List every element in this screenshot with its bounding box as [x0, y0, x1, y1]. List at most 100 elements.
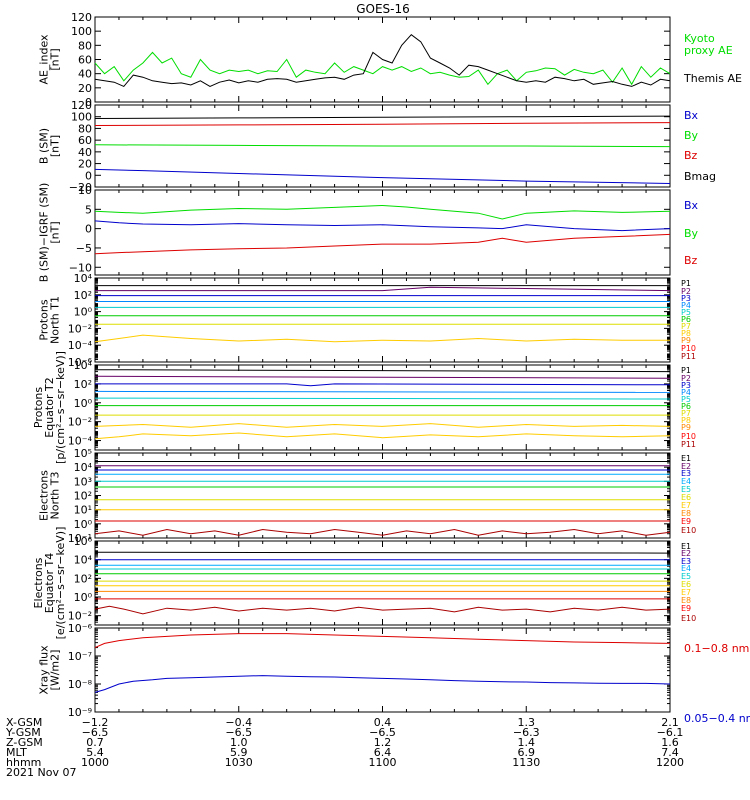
panel-7-legend-label: E8	[681, 596, 691, 605]
panel-3-legend-label: By	[684, 227, 699, 240]
panel-6-legend-label: E1	[681, 454, 691, 463]
panel-6-legend-label: E4	[681, 477, 691, 486]
panel-1-series-2	[94, 34, 671, 88]
panel-7-legend-label: E3	[681, 557, 691, 566]
panel-5-series-5	[94, 397, 671, 400]
panel-7-ylabel: Electrons	[32, 557, 45, 608]
panel-2-legend-label: By	[684, 129, 699, 142]
panel-2-series-2	[94, 122, 671, 126]
panel-5-ytick-label: 10⁻²	[68, 416, 92, 429]
panel-2-legend-label: Bmag	[684, 170, 716, 183]
panel-2-ylabel: B (SM)	[38, 128, 51, 164]
panel-2-ytick-label: −20	[69, 181, 92, 194]
xaxis-row-value: −6.3	[513, 726, 540, 739]
xaxis-row-label: hhmm	[6, 756, 41, 769]
panel-7-legend-label: E7	[681, 588, 691, 597]
xaxis-row-label: MLT	[6, 746, 27, 759]
panel-7-ytick-label: 10²	[74, 572, 92, 585]
panel-4-series-8	[94, 334, 670, 343]
panel-8-legend-label: 0.1−0.8 nm	[684, 642, 749, 655]
panel-6-legend-label: E9	[681, 517, 691, 526]
panel-8-frame	[94, 627, 671, 713]
panel-3-ylabel: [nT]	[49, 221, 62, 243]
xaxis-row-value: −1.2	[82, 716, 109, 729]
panel-5-legend-label: P5	[681, 395, 691, 404]
xaxis-date-label: 2021 Nov 07	[6, 766, 76, 779]
xaxis-row-value: 1000	[81, 756, 109, 769]
panel-1-ytick-label: 20	[78, 82, 92, 95]
panel-1-ylabel: AE_index	[38, 34, 51, 85]
panel-5-legend-label: P1	[681, 366, 691, 375]
xaxis-row-label: Z-GSM	[6, 736, 43, 749]
panel-7-ytick-label: 10⁴	[74, 554, 93, 567]
xaxis-row-value: 1.0	[230, 736, 248, 749]
panel-5-legend-label: P10	[681, 432, 696, 441]
panel-2-ytick-label: 0	[85, 169, 92, 182]
xaxis-row-label: X-GSM	[6, 716, 42, 729]
panel-3-ytick-label: 0	[85, 223, 92, 236]
panel-5-ytick-label: 10²	[74, 378, 92, 391]
panel-4-legend-label: P9	[681, 336, 691, 345]
panel-3-series-2	[94, 220, 671, 232]
panel-5-ylabel: Equator T2	[43, 377, 56, 437]
xaxis-row-value: 1100	[369, 756, 397, 769]
panel-3-ytick-label: −5	[76, 242, 92, 255]
panel-6-ylabel: North T3	[49, 472, 62, 520]
panel-2-ytick-label: 20	[78, 158, 92, 171]
panel-4-series-2	[95, 286, 671, 292]
xaxis-row-value: −6.1	[657, 726, 684, 739]
panel-4-legend-label: P7	[681, 322, 691, 331]
panel-6-legend-label: E6	[681, 493, 691, 502]
panel-5-series-9	[94, 432, 671, 440]
panel-5-legend-label: P6	[681, 402, 691, 411]
xaxis-row-value: 0.7	[86, 736, 104, 749]
panel-6-ytick-label: 10²	[74, 490, 92, 503]
panel-7-ylabel: [e/(cm²−s−sr−keV)]	[54, 527, 67, 640]
panel-5-ylabel: Protons	[32, 387, 45, 428]
xaxis-row-value: 1.3	[518, 716, 536, 729]
panel-1-ytick-label: 80	[78, 39, 92, 52]
panel-7-legend-label: E10	[681, 614, 696, 623]
panel-5-legend-label: P3	[681, 381, 691, 390]
panel-2-ylabel: [nT]	[49, 135, 62, 157]
panel-7-legend-label: E9	[681, 604, 691, 613]
panel-6-ylabel: Electrons	[38, 470, 51, 521]
xaxis-row-value: 1200	[656, 756, 684, 769]
panel-6-legend-label: E8	[681, 509, 691, 518]
panel-4-ytick-label: 10²	[74, 289, 92, 302]
panel-5-ytick-label: 10⁻⁴	[68, 435, 93, 448]
panel-1-legend-label: Themis AE	[683, 72, 742, 85]
panel-8-ylabel: [W/m2]	[49, 650, 62, 691]
figure-title: GOES-16	[356, 2, 410, 16]
panel-8-legend-label: 0.05−0.4 nm	[684, 712, 750, 725]
panel-1-ytick-label: 120	[71, 11, 92, 24]
panel-1-ylabel: [nT]	[49, 48, 62, 70]
panel-4-legend-label: P1	[681, 279, 691, 288]
xaxis-row-value: −6.5	[82, 726, 109, 739]
panel-7-series-10	[94, 605, 671, 615]
panel-3-ylabel: B (SM)−IGRF (SM)	[38, 183, 51, 283]
panel-2-series-1	[94, 115, 671, 119]
xaxis-row-value: 2.1	[661, 716, 679, 729]
panel-4-legend-label: P8	[681, 329, 691, 338]
panel-7-ylabel: Equator T4	[43, 553, 56, 613]
panel-8-ytick-label: 10⁻⁹	[68, 706, 92, 719]
panel-7-legend-label: E1	[681, 542, 691, 551]
panel-2-ytick-label: 80	[78, 122, 92, 135]
panel-6-ytick-label: 10³	[74, 475, 92, 488]
panel-6-legend-label: E10	[681, 526, 696, 535]
xaxis-row-value: 6.9	[518, 746, 536, 759]
panel-5-legend-label: P11	[681, 440, 696, 449]
panel-5-ylabel: [p/(cm²−s−sr−keV)]	[54, 351, 67, 464]
panel-3-legend-label: Bz	[684, 254, 698, 267]
xaxis-row-value: 0.4	[374, 716, 392, 729]
xaxis-row-label: Y-GSM	[5, 726, 41, 739]
panel-7-legend-label: E6	[681, 580, 691, 589]
panel-1-series-1	[94, 51, 671, 86]
panel-7-ytick-label: 10⁶	[74, 535, 93, 548]
panel-5-legend-label: P8	[681, 416, 691, 425]
panel-6-legend-label: E7	[681, 501, 691, 510]
panel-7-frame	[94, 540, 671, 626]
panel-4-legend-label: P6	[681, 315, 691, 324]
